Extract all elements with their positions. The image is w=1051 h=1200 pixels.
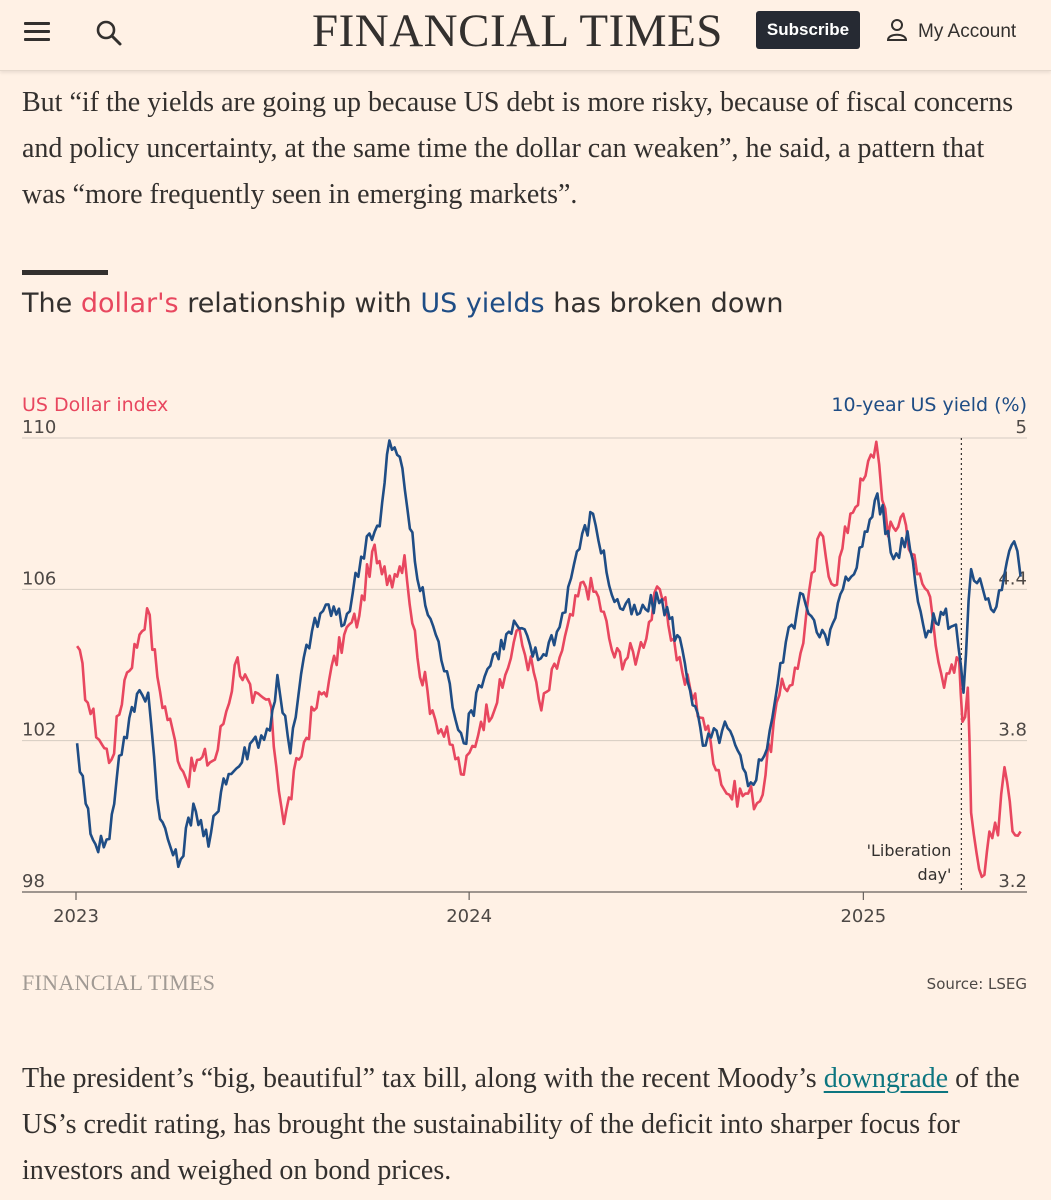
source-note: Source: LSEG [926, 975, 1027, 993]
left-tick-label: 102 [22, 720, 56, 741]
article-paragraph: The president’s “big, beautiful” tax bil… [22, 1056, 1032, 1194]
left-tick-label: 98 [22, 871, 45, 892]
liberation-day-label: 'Liberation [867, 841, 952, 860]
us-yield-line [75, 439, 1022, 869]
my-account-link[interactable]: My Account [886, 18, 1016, 46]
x-tick-label: 2025 [840, 906, 886, 927]
left-tick-label: 110 [22, 417, 56, 438]
dollar-yield-chart: US Dollar index 10-year US yield (%) 98 3… [22, 394, 1027, 927]
chart-title-part: has broken down [544, 288, 784, 319]
liberation-day-label: day' [918, 865, 952, 884]
dollar-index-line [76, 440, 1022, 879]
paragraph-text: of the US’s credit rating, has brought t… [22, 1063, 1020, 1186]
right-tick-label: 3.8 [998, 720, 1027, 741]
x-tick-label: 2023 [53, 906, 99, 927]
left-axis-label: US Dollar index [22, 394, 168, 416]
subscribe-button[interactable]: Subscribe [756, 11, 860, 49]
article-paragraph: But “if the yields are going up because … [22, 87, 1014, 210]
search-icon[interactable] [94, 18, 124, 48]
right-tick-label: 5 [1016, 417, 1027, 438]
left-tick-label: 106 [22, 568, 56, 589]
user-icon [886, 18, 908, 46]
chart-rule [22, 270, 108, 275]
ft-footer-logo: FINANCIAL TIMES [22, 970, 216, 995]
downgrade-link[interactable]: downgrade [823, 1063, 949, 1094]
paragraph-text: The president’s “big, beautiful” tax bil… [22, 1063, 824, 1094]
right-axis-label: 10-year US yield (%) [831, 394, 1027, 416]
chart-title-part: The [22, 288, 81, 319]
chart-title-yields: US yields [420, 288, 545, 319]
masthead-logo[interactable]: FINANCIAL TIMES [312, 5, 723, 57]
chart-title-part: relationship with [178, 288, 421, 319]
x-tick-label: 2024 [446, 906, 492, 927]
my-account-label: My Account [918, 21, 1017, 42]
chart-title: The dollar's relationship with US yields… [22, 288, 784, 319]
chart-title-dollar: dollar's [80, 288, 179, 319]
site-header: FINANCIAL TIMES Subscribe My Account [0, 0, 1051, 71]
right-tick-label: 3.2 [998, 871, 1027, 892]
menu-icon[interactable] [24, 20, 50, 44]
